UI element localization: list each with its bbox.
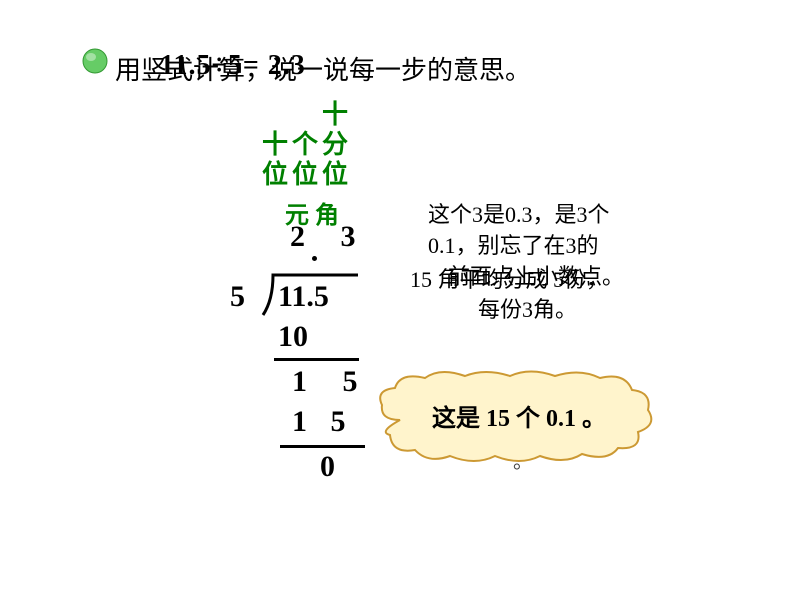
char: 位 [262, 160, 288, 189]
division-line-2 [280, 445, 365, 448]
explanation-block: 这个3是0.3，是3个 0.1，别忘了在3的 [428, 200, 758, 262]
explain-line-3a: 前面点上小数点。 [448, 262, 778, 293]
char: 十 [262, 130, 288, 159]
char: 位 [322, 160, 348, 189]
remainder-1: 1 5 [292, 365, 372, 399]
division-line-1 [274, 358, 359, 361]
char: 十 [322, 100, 348, 129]
remainder-2: 0 [320, 450, 335, 484]
subtrahend-2: 1 5 [292, 405, 354, 439]
char: 分 [322, 130, 348, 159]
bullet-icon [82, 48, 108, 74]
subtrahend-1: 10 [278, 320, 308, 354]
explain-line-2a: 0.1，别忘了在3的 [428, 231, 758, 262]
tens-place-col: 十 位 [260, 130, 290, 190]
quotient: 2 3 [290, 220, 370, 254]
cloud-text: 这是 15 个 0.1 。 [432, 398, 606, 433]
ones-place-col: 个 位 [290, 130, 320, 190]
char: 个 [292, 130, 318, 159]
explain-line-1: 这个3是0.3，是3个 [428, 200, 758, 231]
cloud-peek-text: 。 [513, 445, 533, 474]
divisor: 5 [230, 280, 245, 314]
explain-line-3: 每份3角。 [478, 292, 577, 324]
dividend: 11.5 [278, 280, 329, 314]
tenths-place-col: 十 分 位 [320, 100, 350, 190]
place-value-labels: 十 位 个 位 十 分 位 [260, 100, 350, 190]
equation-overlay: 11.5÷5= 2.3 [160, 50, 306, 82]
char: 位 [292, 160, 318, 189]
